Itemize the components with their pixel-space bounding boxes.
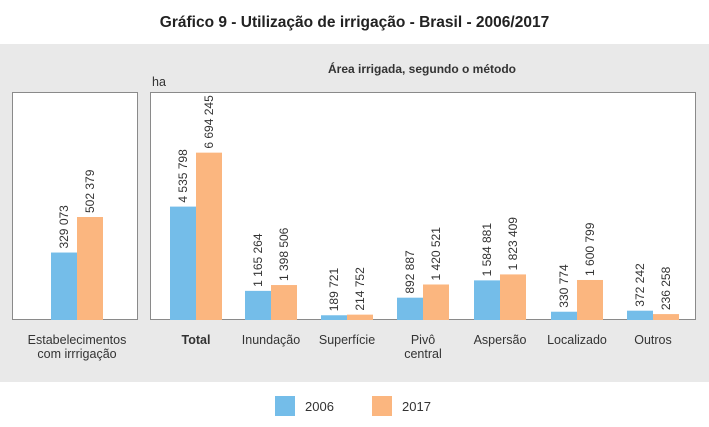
method-pivo-central-bar-2017 [423, 284, 449, 320]
legend-label-2017: 2017 [402, 398, 431, 414]
method-outros-bar-2017 [653, 314, 679, 320]
method-outros-bar-2006 [627, 310, 653, 320]
method-inundacao-value-label-2017: 1 398 506 [277, 227, 291, 281]
method-localizado-category-label: Localizado [547, 333, 607, 347]
legend: 2006 2017 [0, 396, 709, 420]
method-superficie-value-label-2006: 189 721 [327, 268, 341, 312]
establishments-bar-2017 [77, 217, 103, 320]
method-total-value-label-2017: 6 694 245 [202, 95, 216, 149]
method-pivo-central-value-label-2006: 892 887 [403, 250, 417, 294]
legend-item-2017: 2017 [372, 396, 431, 416]
establishments-category-label-line2: com irrrigação [37, 347, 116, 361]
right-plot-frame [150, 92, 696, 320]
chart-title: Gráfico 9 - Utilização de irrigação - Br… [159, 14, 550, 31]
method-aspersao-bar-2017 [500, 274, 526, 320]
right-panel-title: Área irrigada, segundo o método [328, 61, 516, 76]
method-outros-value-label-2006: 372 242 [633, 263, 647, 307]
establishments-category-label: Estabelecimentos [28, 333, 127, 347]
establishments-value-label-2006: 329 073 [57, 205, 71, 249]
method-inundacao-bar-2006 [245, 290, 271, 320]
method-total-bar-2017 [196, 152, 222, 320]
method-localizado-bar-2006 [551, 311, 577, 320]
method-pivo-central-value-label-2017: 1 420 521 [429, 227, 443, 281]
method-localizado-value-label-2017: 1 600 799 [583, 222, 597, 276]
method-superficie-category-label: Superfície [319, 333, 375, 347]
legend-label-2006: 2006 [305, 398, 334, 414]
legend-swatch-2017 [372, 396, 392, 416]
method-aspersao-bar-2006 [474, 280, 500, 320]
method-pivo-central-category-label: Pivô [411, 333, 435, 347]
method-localizado-bar-2017 [577, 279, 603, 320]
legend-swatch-2006 [275, 396, 295, 416]
method-aspersao-category-label: Aspersão [474, 333, 527, 347]
y-unit-label: ha [152, 75, 166, 89]
method-inundacao-value-label-2006: 1 165 264 [251, 233, 265, 287]
method-aspersao-value-label-2017: 1 823 409 [506, 217, 520, 271]
method-superficie-value-label-2017: 214 752 [353, 267, 367, 311]
method-localizado-value-label-2006: 330 774 [557, 264, 571, 308]
method-total-bar-2006 [170, 206, 196, 320]
establishments-value-label-2017: 502 379 [83, 169, 97, 213]
method-inundacao-bar-2017 [271, 285, 297, 320]
method-pivo-central-category-label-line2: central [404, 347, 442, 361]
method-inundacao-category-label: Inundação [242, 333, 300, 347]
method-aspersao-value-label-2006: 1 584 881 [480, 223, 494, 277]
legend-item-2006: 2006 [275, 396, 334, 416]
establishments-bar-2006 [51, 252, 77, 320]
method-superficie-bar-2006 [321, 315, 347, 320]
method-pivo-central-bar-2006 [397, 297, 423, 320]
method-total-value-label-2006: 4 535 798 [176, 149, 190, 203]
method-total-category-label: Total [182, 333, 211, 347]
method-outros-value-label-2017: 236 258 [659, 266, 673, 310]
method-superficie-bar-2017 [347, 314, 373, 320]
method-outros-category-label: Outros [634, 333, 672, 347]
